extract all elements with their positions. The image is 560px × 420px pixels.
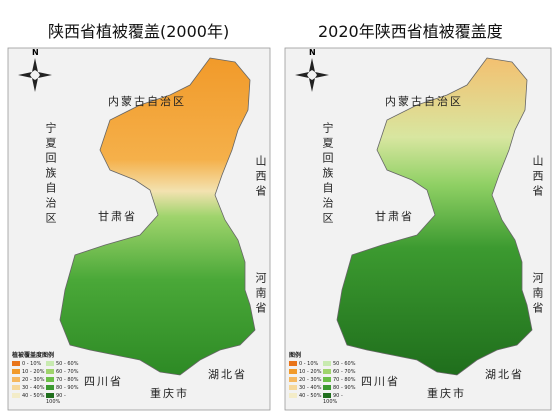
legend-item: 0 - 10% — [12, 361, 46, 369]
region-label: 湖北省 — [208, 368, 247, 381]
legend-swatch — [12, 393, 20, 398]
legend-swatch — [323, 369, 331, 374]
legend-label: 40 - 50% — [299, 393, 322, 399]
legend-item: 10 - 20% — [12, 369, 46, 377]
legend-label: 10 - 20% — [22, 369, 45, 375]
legend-item: 60 - 70% — [46, 369, 80, 377]
legend-label: 0 - 10% — [22, 361, 42, 367]
legend-swatch — [46, 361, 54, 366]
legend-title: 植被覆盖度图例 — [12, 352, 55, 359]
legend-item: 30 - 40% — [12, 385, 46, 393]
legend-title: 图例 — [289, 352, 302, 359]
region-label: 甘肃省 — [375, 210, 414, 223]
legend-swatch — [46, 393, 54, 398]
legend-swatch — [289, 369, 297, 374]
legend-item: 40 - 50% — [12, 393, 46, 401]
legend-item: 50 - 60% — [46, 361, 80, 369]
legend-item: 50 - 60% — [323, 361, 357, 369]
region-label: 四川省 — [361, 375, 400, 388]
legend-swatch — [289, 361, 297, 366]
legend-item: 80 - 90% — [323, 385, 357, 393]
legend-swatch — [12, 377, 20, 382]
legend-swatch — [46, 385, 54, 390]
region-label: 宁夏回族自治区 — [321, 122, 334, 227]
legend-label: 60 - 70% — [333, 369, 356, 375]
legend-item: 90 - 100% — [323, 393, 357, 405]
legend-swatch — [289, 385, 297, 390]
region-label: 湖北省 — [485, 368, 524, 381]
legend-swatch — [12, 385, 20, 390]
legend-item: 20 - 30% — [289, 377, 323, 385]
legend-label: 40 - 50% — [22, 393, 45, 399]
map-title: 2020年陕西省植被覆盖度 — [318, 22, 503, 41]
region-label: 内蒙古自治区 — [108, 95, 186, 108]
legend-label: 30 - 40% — [22, 385, 45, 391]
region-label: 重庆市 — [427, 387, 466, 400]
legend-item: 40 - 50% — [289, 393, 323, 401]
legend-label: 10 - 20% — [299, 369, 322, 375]
legend-label: 80 - 90% — [333, 385, 356, 391]
legend-label: 0 - 10% — [299, 361, 319, 367]
region-label: 甘肃省 — [98, 210, 137, 223]
legend-item: 70 - 80% — [323, 377, 357, 385]
legend-label: 20 - 30% — [299, 377, 322, 383]
legend-item: 70 - 80% — [46, 377, 80, 385]
legend-swatch — [323, 377, 331, 382]
legend-swatch — [12, 369, 20, 374]
legend: 植被覆盖度图例 0 - 10% 10 - 20% 20 - 30% 30 - 40% 40… — [12, 350, 80, 405]
legend-swatch — [46, 369, 54, 374]
legend-swatch — [323, 393, 331, 398]
legend-label: 90 - 100% — [46, 393, 66, 405]
legend-item: 30 - 40% — [289, 385, 323, 393]
map-title: 陕西省植被覆盖(2000年) — [48, 22, 230, 41]
region-label: 内蒙古自治区 — [385, 95, 463, 108]
region-label: 河南省 — [531, 272, 544, 317]
legend-swatch — [12, 361, 20, 366]
legend-swatch — [289, 393, 297, 398]
legend-items: 0 - 10% 10 - 20% 20 - 30% 30 - 40% 40 - 50% 5… — [289, 361, 357, 405]
north-label: N — [32, 48, 39, 57]
legend-label: 60 - 70% — [56, 369, 79, 375]
region-label: 重庆市 — [150, 387, 189, 400]
legend-swatch — [323, 361, 331, 366]
legend-item: 90 - 100% — [46, 393, 80, 405]
legend-item: 60 - 70% — [323, 369, 357, 377]
region-label: 河南省 — [254, 272, 267, 317]
north-arrow — [18, 58, 329, 92]
legend-label: 70 - 80% — [333, 377, 356, 383]
legend-items: 0 - 10% 10 - 20% 20 - 30% 30 - 40% 40 - 50% 5… — [12, 361, 80, 405]
legend-item: 10 - 20% — [289, 369, 323, 377]
legend-label: 90 - 100% — [323, 393, 343, 405]
legend-label: 20 - 30% — [22, 377, 45, 383]
north-label: N — [309, 48, 316, 57]
legend-swatch — [46, 377, 54, 382]
region-label: 宁夏回族自治区 — [44, 122, 57, 227]
legend-label: 30 - 40% — [299, 385, 322, 391]
legend-swatch — [323, 385, 331, 390]
legend: 图例 0 - 10% 10 - 20% 20 - 30% 30 - 40% 40 - 50… — [289, 350, 357, 405]
legend-label: 50 - 60% — [333, 361, 356, 367]
legend-label: 70 - 80% — [56, 377, 79, 383]
legend-swatch — [289, 377, 297, 382]
legend-item: 80 - 90% — [46, 385, 80, 393]
region-label: 山西省 — [531, 155, 544, 200]
legend-label: 80 - 90% — [56, 385, 79, 391]
legend-item: 0 - 10% — [289, 361, 323, 369]
legend-label: 50 - 60% — [56, 361, 79, 367]
region-label: 山西省 — [254, 155, 267, 200]
region-label: 四川省 — [84, 375, 123, 388]
legend-item: 20 - 30% — [12, 377, 46, 385]
